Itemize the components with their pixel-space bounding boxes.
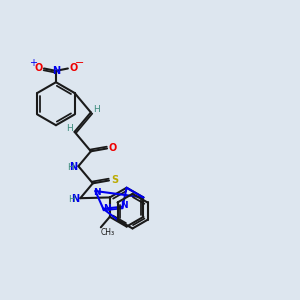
Text: O: O <box>108 143 116 153</box>
Text: −: − <box>74 58 84 68</box>
Text: H: H <box>93 105 100 114</box>
Text: O: O <box>34 63 43 73</box>
Text: CH₃: CH₃ <box>101 228 115 237</box>
Text: H: H <box>69 195 75 204</box>
Text: H: H <box>66 124 73 134</box>
Text: N: N <box>103 204 111 213</box>
Text: N: N <box>93 188 101 197</box>
Text: O: O <box>69 63 77 73</box>
Text: H: H <box>67 163 73 172</box>
Text: N: N <box>52 66 60 76</box>
Text: S: S <box>111 176 118 185</box>
Text: N: N <box>120 201 128 210</box>
Text: N: N <box>69 162 77 172</box>
Text: N: N <box>71 194 79 204</box>
Text: +: + <box>28 58 37 68</box>
